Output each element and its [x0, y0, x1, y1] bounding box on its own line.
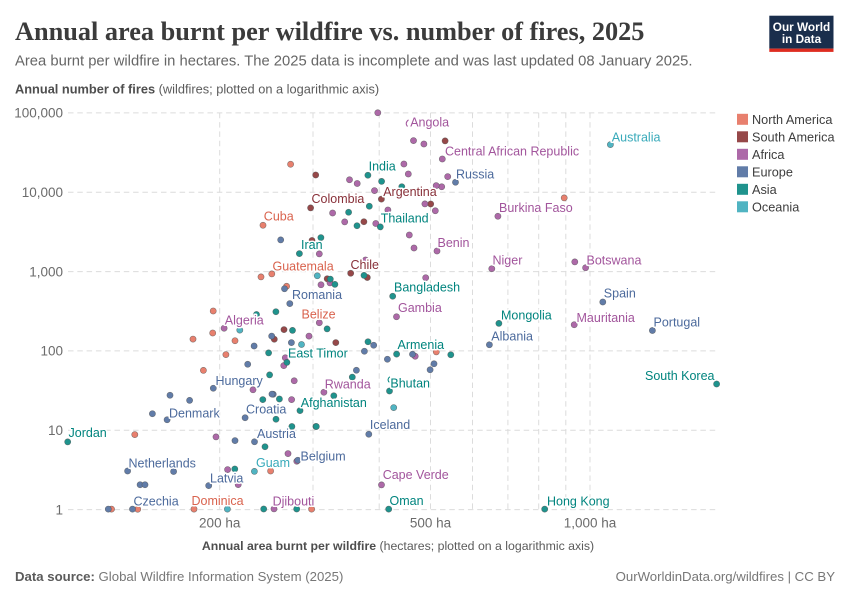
svg-text:OurWorldinData.org/wildfires |: OurWorldinData.org/wildfires | CC BY: [616, 569, 836, 584]
svg-text:Gambia: Gambia: [398, 301, 442, 315]
svg-text:South Korea: South Korea: [645, 369, 715, 383]
svg-text:Chile: Chile: [351, 258, 380, 272]
svg-text:100,000: 100,000: [14, 106, 63, 121]
svg-text:Iceland: Iceland: [370, 418, 410, 432]
svg-text:Hungary: Hungary: [216, 374, 264, 388]
svg-text:1: 1: [55, 502, 63, 517]
svg-text:Mauritania: Mauritania: [577, 311, 635, 325]
svg-text:Bangladesh: Bangladesh: [394, 281, 460, 295]
svg-text:Benin: Benin: [438, 236, 470, 250]
svg-text:Albania: Albania: [491, 330, 533, 344]
svg-text:Burkina Faso: Burkina Faso: [499, 201, 573, 215]
svg-text:Afghanistan: Afghanistan: [301, 396, 367, 410]
svg-text:South America: South America: [752, 130, 835, 144]
svg-text:200 ha: 200 ha: [199, 515, 241, 530]
svg-text:Bhutan: Bhutan: [390, 376, 430, 390]
svg-text:Spain: Spain: [604, 287, 636, 301]
svg-text:Latvia: Latvia: [210, 471, 243, 485]
svg-text:Denmark: Denmark: [169, 406, 220, 420]
svg-text:Niger: Niger: [493, 253, 523, 267]
svg-text:Algeria: Algeria: [225, 314, 264, 328]
svg-text:North America: North America: [752, 113, 833, 127]
svg-text:Annual number of fires (wildfi: Annual number of fires (wildfires; plott…: [15, 81, 379, 96]
svg-text:Mongolia: Mongolia: [501, 308, 552, 322]
svg-text:Belgium: Belgium: [301, 450, 346, 464]
svg-text:Hong Kong: Hong Kong: [547, 494, 610, 508]
svg-text:Area burnt per wildfire in hec: Area burnt per wildfire in hectares. The…: [15, 54, 693, 70]
svg-text:Netherlands: Netherlands: [129, 456, 196, 470]
svg-text:Our World: Our World: [773, 20, 830, 34]
svg-text:Angola: Angola: [410, 116, 449, 130]
svg-text:India: India: [369, 160, 396, 174]
svg-text:Colombia: Colombia: [312, 192, 365, 206]
svg-text:Iran: Iran: [301, 238, 323, 252]
svg-text:Rwanda: Rwanda: [325, 377, 371, 391]
svg-text:Oman: Oman: [390, 494, 424, 508]
svg-text:Argentina: Argentina: [383, 185, 437, 199]
svg-text:Belize: Belize: [302, 308, 336, 322]
svg-text:Djibouti: Djibouti: [273, 495, 315, 509]
svg-text:Europe: Europe: [752, 165, 793, 179]
svg-text:Croatia: Croatia: [246, 403, 286, 417]
svg-text:Central African Republic: Central African Republic: [445, 144, 579, 158]
svg-text:Thailand: Thailand: [381, 212, 429, 226]
svg-text:Jordan: Jordan: [69, 426, 107, 440]
svg-text:Asia: Asia: [752, 183, 778, 197]
svg-text:Romania: Romania: [292, 288, 342, 302]
svg-text:Oceania: Oceania: [752, 200, 800, 214]
svg-text:Czechia: Czechia: [134, 494, 179, 508]
svg-text:1,000 ha: 1,000 ha: [564, 515, 617, 530]
svg-text:Guatemala: Guatemala: [273, 259, 334, 273]
svg-text:Data source: Global Wildfire I: Data source: Global Wildfire Information…: [15, 569, 343, 584]
svg-text:Annual area burnt per wildfire: Annual area burnt per wildfire vs. numbe…: [15, 17, 644, 46]
svg-text:in Data: in Data: [782, 32, 822, 46]
svg-text:Annual area burnt per wildfire: Annual area burnt per wildfire (hectares…: [202, 539, 594, 553]
svg-text:500 ha: 500 ha: [410, 515, 452, 530]
svg-text:Cuba: Cuba: [264, 210, 294, 224]
svg-text:1,000: 1,000: [29, 264, 63, 279]
svg-text:East Timor: East Timor: [288, 346, 348, 360]
svg-text:Cape Verde: Cape Verde: [383, 468, 449, 482]
svg-text:10,000: 10,000: [22, 185, 63, 200]
svg-text:Guam: Guam: [256, 456, 290, 470]
svg-text:Africa: Africa: [752, 148, 785, 162]
svg-text:Portugal: Portugal: [654, 316, 701, 330]
svg-text:100: 100: [40, 344, 63, 359]
svg-text:Australia: Australia: [612, 130, 661, 144]
svg-text:Russia: Russia: [456, 167, 494, 181]
svg-text:10: 10: [48, 423, 63, 438]
svg-text:Botswana: Botswana: [587, 254, 642, 268]
svg-text:Austria: Austria: [257, 427, 296, 441]
svg-text:Armenia: Armenia: [398, 338, 445, 352]
svg-text:Dominica: Dominica: [192, 494, 244, 508]
